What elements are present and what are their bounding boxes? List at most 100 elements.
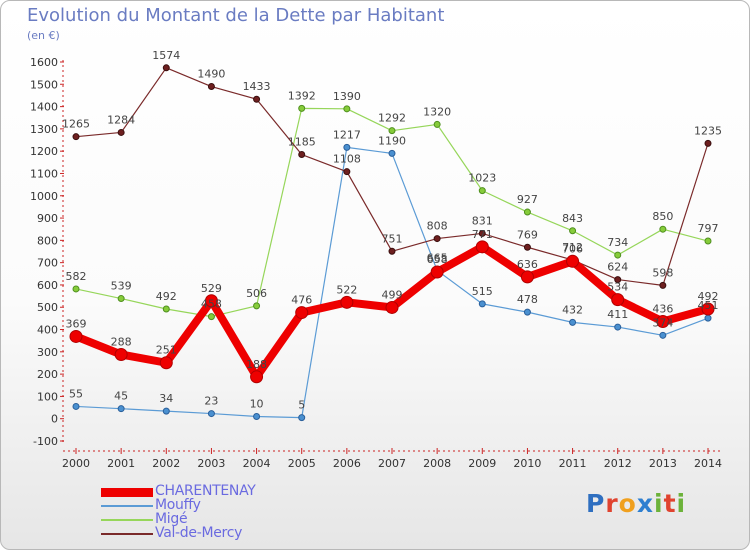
data-label-val-de-mercy: 1235 — [694, 124, 722, 137]
data-label-charentenay: 706 — [562, 242, 583, 255]
data-point-val-de-mercy — [388, 247, 396, 255]
x-tick-label: 2010 — [513, 457, 541, 470]
x-tick-label: 2011 — [559, 457, 587, 470]
data-point-charentenay — [701, 302, 715, 316]
chart-subtitle: (en €) — [27, 29, 60, 42]
data-label-val-de-mercy: 624 — [607, 261, 628, 274]
x-tick-label: 2009 — [468, 457, 496, 470]
data-point-mouffy — [72, 402, 80, 410]
data-label-mige: 492 — [156, 290, 177, 303]
data-label-mige: 458 — [201, 298, 222, 311]
data-point-val-de-mercy — [433, 235, 441, 243]
data-label-mige: 797 — [698, 222, 719, 235]
data-label-charentenay: 188 — [246, 358, 267, 371]
data-label-mouffy: 374 — [652, 316, 673, 329]
x-tick-label: 2014 — [694, 457, 722, 470]
data-label-mouffy: 23 — [204, 395, 218, 408]
legend-label-val-de-mercy: Val-de-Mercy — [155, 525, 243, 541]
data-point-val-de-mercy — [162, 64, 170, 72]
data-point-val-de-mercy — [478, 229, 486, 237]
data-label-val-de-mercy: 598 — [652, 266, 673, 279]
data-label-mouffy: 515 — [472, 285, 493, 298]
data-point-mouffy — [343, 143, 351, 151]
y-tick-label: 800 — [37, 234, 58, 247]
data-label-mige: 582 — [66, 270, 87, 283]
y-tick-label: 300 — [37, 346, 58, 359]
data-point-val-de-mercy — [523, 243, 531, 251]
y-tick-label: 900 — [37, 212, 58, 225]
data-label-mouffy: 34 — [159, 392, 173, 405]
data-point-mouffy — [614, 323, 622, 331]
data-label-val-de-mercy: 831 — [472, 214, 493, 227]
data-point-charentenay — [250, 370, 264, 384]
x-tick-label: 2004 — [243, 457, 271, 470]
data-label-mouffy: 10 — [250, 397, 264, 410]
x-tick-label: 2006 — [333, 457, 361, 470]
x-tick-label: 2007 — [378, 457, 406, 470]
data-label-val-de-mercy: 1433 — [243, 80, 271, 93]
data-point-mige — [388, 127, 396, 135]
data-point-val-de-mercy — [614, 276, 622, 284]
data-label-val-de-mercy: 1574 — [152, 49, 180, 62]
y-tick-label: 200 — [37, 368, 58, 381]
data-point-mouffy — [298, 414, 306, 422]
data-point-val-de-mercy — [72, 133, 80, 141]
x-tick-label: 2012 — [604, 457, 632, 470]
data-label-charentenay: 492 — [698, 290, 719, 303]
data-label-charentenay: 369 — [66, 317, 87, 330]
y-tick-label: 400 — [37, 324, 58, 337]
legend-swatch-mige — [101, 519, 153, 521]
y-tick-label: 0 — [51, 413, 58, 426]
logo-letter: r — [605, 489, 619, 518]
data-label-charentenay: 658 — [427, 253, 448, 266]
data-point-charentenay — [611, 293, 625, 307]
data-label-mige: 1390 — [333, 90, 361, 103]
data-point-val-de-mercy — [659, 281, 667, 289]
data-point-charentenay — [385, 300, 399, 314]
data-point-mouffy — [569, 318, 577, 326]
data-point-charentenay — [430, 265, 444, 279]
x-tick-label: 2000 — [62, 457, 90, 470]
logo-letter: o — [618, 489, 637, 518]
data-label-charentenay: 522 — [336, 283, 357, 296]
legend-label-mouffy: Mouffy — [155, 497, 201, 513]
data-point-mouffy — [207, 410, 215, 418]
data-label-mouffy: 478 — [517, 293, 538, 306]
line-chart: -100 0 100 200 300 400 500 600 700 800 900 1000 1100… — [30, 49, 722, 470]
y-tick-label: 1500 — [30, 78, 58, 91]
data-point-val-de-mercy — [704, 139, 712, 147]
data-point-mige — [478, 187, 486, 195]
data-point-val-de-mercy — [117, 128, 125, 136]
data-point-charentenay — [475, 240, 489, 254]
data-point-mige — [343, 105, 351, 113]
y-tick-label: 700 — [37, 257, 58, 270]
data-label-val-de-mercy: 1284 — [107, 113, 135, 126]
y-tick-label: 1600 — [30, 56, 58, 69]
data-point-mige — [72, 285, 80, 293]
x-tick-label: 2001 — [107, 457, 135, 470]
data-point-mouffy — [253, 412, 261, 420]
data-point-val-de-mercy — [253, 95, 261, 103]
data-label-mige: 850 — [652, 210, 673, 223]
data-point-mouffy — [659, 331, 667, 339]
data-point-charentenay — [204, 294, 218, 308]
data-point-mige — [569, 227, 577, 235]
logo-letter: i — [676, 489, 687, 518]
data-label-mige: 734 — [607, 236, 628, 249]
data-label-charentenay: 534 — [607, 281, 628, 294]
data-label-val-de-mercy: 1185 — [288, 136, 316, 149]
y-tick-label: 500 — [37, 301, 58, 314]
data-label-mouffy: 665 — [427, 251, 448, 264]
legend-label-charentenay: CHARENTENAY — [155, 483, 256, 499]
data-label-mouffy: 451 — [698, 299, 719, 312]
data-label-mouffy: 1217 — [333, 128, 361, 141]
y-tick-label: 1100 — [30, 167, 58, 180]
data-label-charentenay: 288 — [111, 335, 132, 348]
data-point-mige — [433, 120, 441, 128]
data-point-mige — [614, 251, 622, 259]
legend-label-mige: Migé — [155, 511, 188, 527]
data-label-mouffy: 432 — [562, 303, 583, 316]
logo-letter: i — [654, 489, 664, 518]
data-point-mige — [704, 237, 712, 245]
data-label-mige: 1392 — [288, 89, 316, 102]
